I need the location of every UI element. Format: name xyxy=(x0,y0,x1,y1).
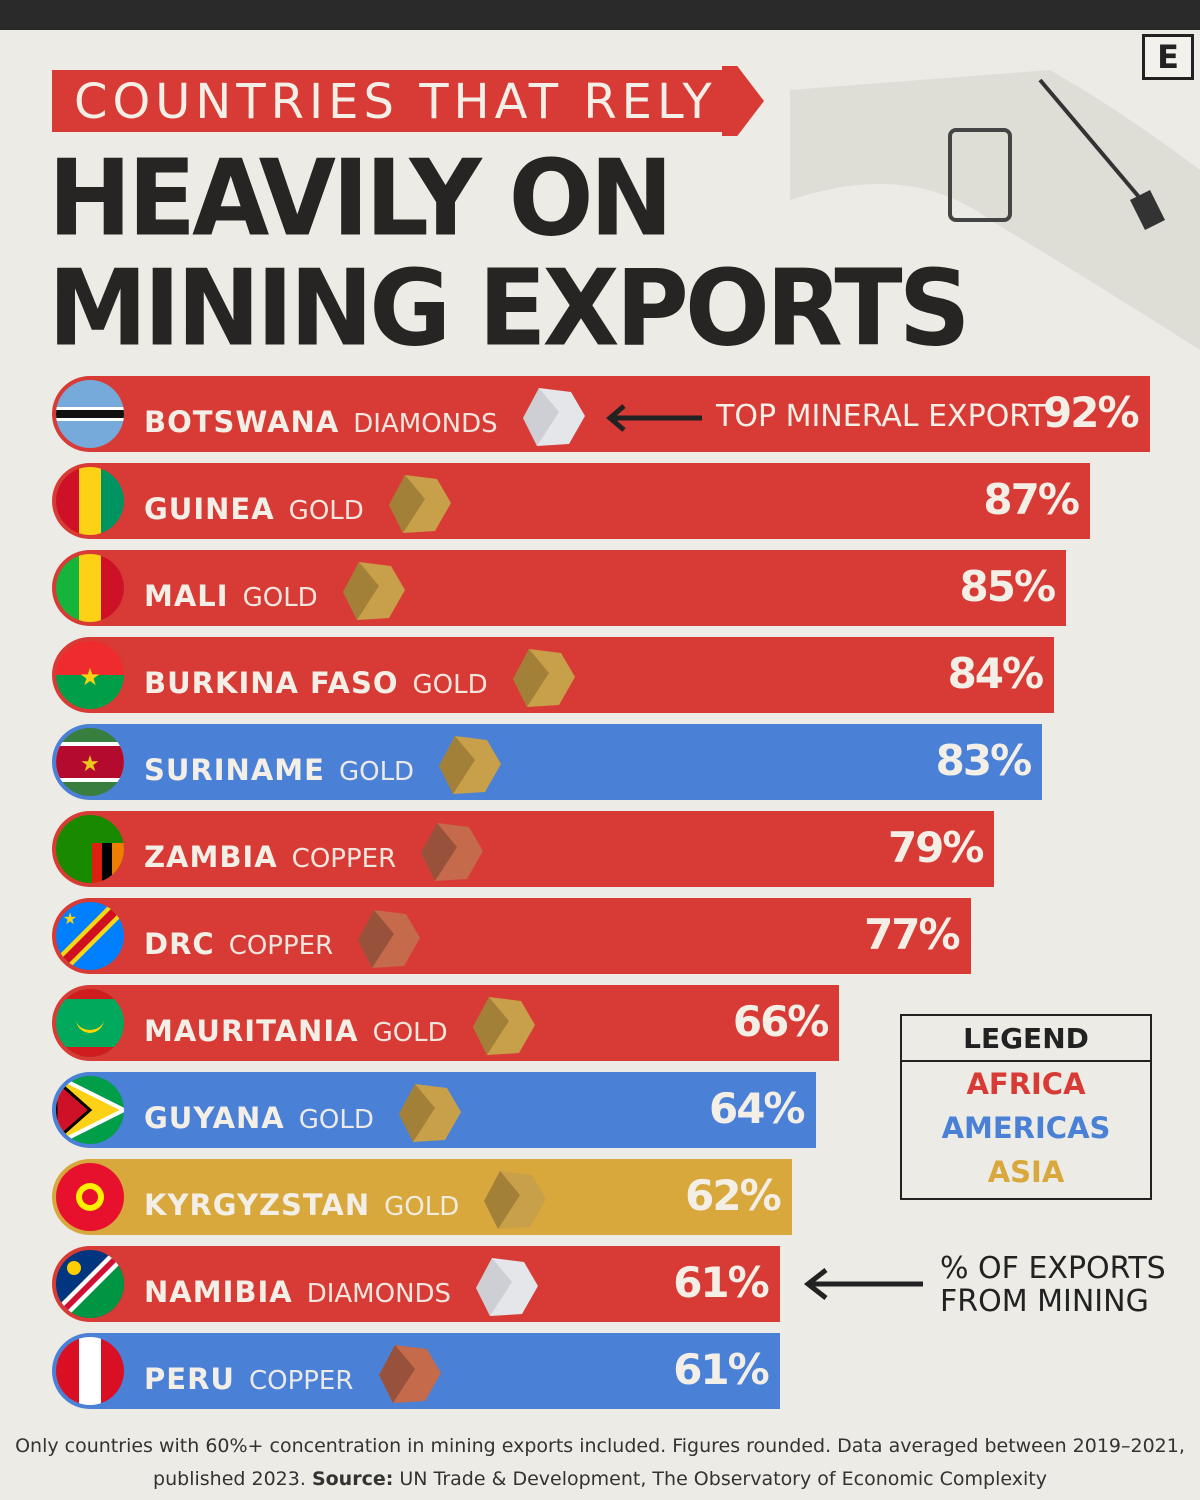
flag-icon xyxy=(56,815,124,883)
mineral-label: DIAMONDS xyxy=(353,409,498,439)
country-label: MAURITANIA xyxy=(144,1014,359,1048)
gold-icon xyxy=(472,997,535,1055)
flag-icon: ★ xyxy=(56,902,124,970)
country-label: MALI xyxy=(144,579,229,613)
diamonds-icon xyxy=(522,388,585,446)
legend-item-americas: AMERICAS xyxy=(941,1111,1111,1145)
mineral-label: COPPER xyxy=(291,844,397,874)
bar: KYRGYZSTAN GOLD 62% xyxy=(52,1159,792,1235)
flag-icon: ★ xyxy=(56,728,124,796)
arrow-left-icon xyxy=(803,1268,923,1300)
copper-icon xyxy=(378,1345,441,1403)
title-arrow-banner: COUNTRIES THAT RELY xyxy=(52,66,764,136)
value-label: 61% xyxy=(673,1345,770,1394)
mineral-label: GOLD xyxy=(288,496,364,526)
arrow-left-icon xyxy=(606,404,702,432)
gold-icon xyxy=(512,649,575,707)
diamonds-icon xyxy=(476,1258,539,1316)
gold-icon xyxy=(484,1171,547,1229)
mineral-label: DIAMONDS xyxy=(306,1279,452,1309)
bar: MALI GOLD 85% xyxy=(52,550,1067,626)
bar: ★ BURKINA FASO GOLD 84% xyxy=(52,637,1055,713)
flag-icon: ★ xyxy=(56,641,124,709)
title-line1: COUNTRIES THAT RELY xyxy=(74,74,717,130)
country-label: DRC xyxy=(144,927,215,961)
mineral-label: COPPER xyxy=(228,931,334,961)
gold-icon xyxy=(342,562,405,620)
country-label: BURKINA FASO xyxy=(144,666,399,700)
gold-icon xyxy=(439,736,502,794)
value-label: 84% xyxy=(947,649,1045,698)
gold-icon xyxy=(388,475,451,533)
annotation-top-mineral: TOP MINERAL EXPORT xyxy=(606,399,1046,434)
bar: GUYANA GOLD 64% xyxy=(52,1072,816,1148)
flag-icon xyxy=(56,989,124,1057)
top-bar xyxy=(0,0,1200,30)
annotation-percent-exports: % OF EXPORTS FROM MINING xyxy=(940,1251,1166,1319)
bar: NAMIBIA DIAMONDS 61% xyxy=(52,1246,780,1322)
flag-icon xyxy=(56,1250,124,1318)
country-label: PERU xyxy=(144,1362,235,1396)
value-label: 83% xyxy=(935,736,1033,785)
flag-icon xyxy=(56,1163,124,1231)
mineral-label: GOLD xyxy=(372,1018,448,1048)
value-label: 92% xyxy=(1043,388,1140,437)
mineral-label: COPPER xyxy=(248,1366,354,1396)
legend: LEGEND AFRICA AMERICAS ASIA xyxy=(900,1014,1152,1200)
value-label: 64% xyxy=(708,1084,806,1133)
svg-text:★: ★ xyxy=(63,909,77,928)
bar: BOTSWANA DIAMONDS 92% xyxy=(52,376,1150,452)
copper-icon xyxy=(421,823,484,881)
svg-text:★: ★ xyxy=(80,752,100,777)
title-line2: HEAVILY ON xyxy=(48,137,673,260)
flag-icon xyxy=(56,467,124,535)
bar: ZAMBIA COPPER 79% xyxy=(52,811,995,887)
mineral-label: GOLD xyxy=(242,583,318,613)
flag-icon xyxy=(56,1337,124,1405)
country-label: GUYANA xyxy=(144,1101,285,1135)
mining-cable-car-illustration xyxy=(790,70,1200,350)
bar: GUINEA GOLD 87% xyxy=(52,463,1090,539)
bar: ★ DRC COPPER 77% xyxy=(52,898,971,974)
brand-logo: E xyxy=(1142,34,1194,80)
gold-icon xyxy=(398,1084,461,1142)
flag-icon xyxy=(56,554,124,622)
legend-item-asia: ASIA xyxy=(987,1155,1065,1189)
mineral-label: GOLD xyxy=(412,670,488,700)
value-label: 61% xyxy=(673,1258,770,1307)
svg-text:★: ★ xyxy=(79,663,101,691)
value-label: 77% xyxy=(864,910,961,959)
country-label: SURINAME xyxy=(144,753,325,787)
legend-title: LEGEND xyxy=(902,1016,1150,1062)
bar: MAURITANIA GOLD 66% xyxy=(52,985,840,1061)
value-label: 85% xyxy=(959,562,1057,611)
value-label: 87% xyxy=(983,475,1080,524)
country-label: NAMIBIA xyxy=(144,1275,293,1309)
value-label: 66% xyxy=(732,997,830,1046)
value-label: 79% xyxy=(887,823,985,872)
value-label: 62% xyxy=(685,1171,782,1220)
bar: ★ SURINAME GOLD 83% xyxy=(52,724,1043,800)
country-label: GUINEA xyxy=(144,492,275,526)
mineral-label: GOLD xyxy=(298,1105,374,1135)
footer-note: Only countries with 60%+ concentration i… xyxy=(15,1435,1185,1490)
title-line3: MINING EXPORTS xyxy=(48,247,971,370)
copper-icon xyxy=(358,910,421,968)
bar: PERU COPPER 61% xyxy=(52,1333,780,1409)
flag-icon xyxy=(56,1076,124,1144)
country-label: BOTSWANA xyxy=(144,405,340,439)
country-label: KYRGYZSTAN xyxy=(144,1188,371,1222)
country-label: ZAMBIA xyxy=(144,840,278,874)
mineral-label: GOLD xyxy=(338,757,415,787)
flag-icon xyxy=(56,380,124,448)
legend-item-africa: AFRICA xyxy=(966,1067,1086,1101)
mineral-label: GOLD xyxy=(384,1192,460,1222)
